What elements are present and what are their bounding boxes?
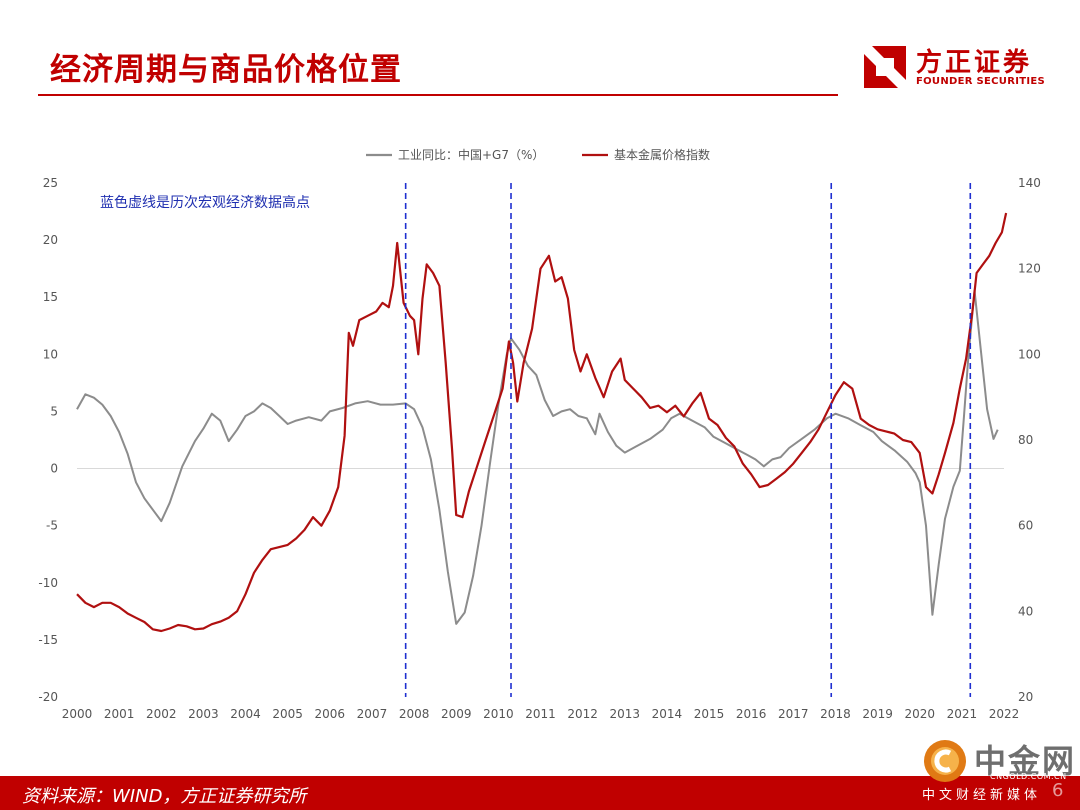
x-tick-label: 2001 [104, 707, 135, 721]
y-right-tick-label: 140 [1018, 176, 1041, 190]
x-tick-label: 2021 [947, 707, 978, 721]
x-tick-label: 2013 [609, 707, 640, 721]
legend-label-industrial: 工业同比：中国+G7（%） [398, 147, 544, 162]
coin-logo-icon [924, 740, 966, 782]
y-right-tick-label: 120 [1018, 262, 1041, 276]
y-left-tick-label: -15 [38, 633, 58, 647]
x-tick-label: 2009 [441, 707, 472, 721]
legend-label-metals: 基本金属价格指数 [614, 147, 710, 162]
watermark: 中金网 CNGOLD.COM.CN 中文财经新媒体 [918, 734, 1078, 810]
x-tick-label: 2004 [230, 707, 261, 721]
x-tick-label: 2002 [146, 707, 177, 721]
source-note: 资料来源：WIND，方正证券研究所 [22, 786, 307, 807]
chart-area: -20 -15 -10 -5 0 5 10 15 20 25 20 40 60 80 100 120 140 20… [38, 147, 1041, 721]
page-title: 经济周期与商品价格位置 [50, 52, 402, 88]
y-left-tick-label: 15 [43, 290, 58, 304]
x-tick-label: 2015 [694, 707, 725, 721]
series-line-industrial [76, 289, 999, 625]
y-left-tick-label: 20 [43, 233, 58, 247]
x-tick-label: 2010 [483, 707, 514, 721]
x-tick-label: 2016 [736, 707, 767, 721]
x-tick-label: 2011 [525, 707, 556, 721]
y-left-tick-label: 10 [43, 347, 58, 361]
x-tick-label: 2008 [399, 707, 430, 721]
x-tick-label: 2007 [357, 707, 388, 721]
x-tick-label: 2014 [652, 707, 683, 721]
x-tick-label: 2019 [862, 707, 893, 721]
brand-block: 方正证券 FOUNDER SECURITIES [862, 40, 1052, 92]
x-tick-label: 2003 [188, 707, 219, 721]
x-tick-label: 2012 [567, 707, 598, 721]
y-right-tick-label: 60 [1018, 519, 1033, 533]
x-tick-label: 2020 [904, 707, 935, 721]
x-tick-label: 2018 [820, 707, 851, 721]
watermark-url: CNGOLD.COM.CN [990, 772, 1067, 781]
y-right-tick-label: 100 [1018, 347, 1041, 361]
x-tick-label: 2006 [315, 707, 346, 721]
x-tick-label: 2000 [62, 707, 93, 721]
series-line-metals [76, 212, 1008, 633]
chart-annotation: 蓝色虚线是历次宏观经济数据高点 [100, 194, 310, 211]
x-tick-label: 2022 [989, 707, 1020, 721]
title-underline [38, 94, 838, 96]
y-left-tick-label: 5 [50, 404, 58, 418]
watermark-name: 中金网 [974, 742, 1077, 780]
footer-bar: 资料来源：WIND，方正证券研究所 6 [0, 776, 1080, 810]
x-tick-label: 2017 [778, 707, 809, 721]
founder-logo-icon [864, 46, 906, 88]
y-left-tick-label: 25 [43, 176, 58, 190]
y-left-tick-label: -5 [46, 519, 58, 533]
y-right-tick-label: 40 [1018, 604, 1033, 618]
y-left-tick-label: -20 [38, 690, 58, 704]
brand-name-en: FOUNDER SECURITIES [916, 76, 1046, 87]
x-tick-label: 2005 [272, 707, 303, 721]
y-left-tick-label: 0 [50, 462, 58, 476]
y-right-tick-label: 20 [1018, 690, 1033, 704]
y-right-tick-label: 80 [1018, 433, 1033, 447]
page-number: 6 [1052, 780, 1064, 801]
y-left-tick-label: -10 [38, 576, 58, 590]
brand-name-cn: 方正证券 [916, 48, 1033, 78]
watermark-tagline: 中文财经新媒体 [922, 788, 1042, 803]
